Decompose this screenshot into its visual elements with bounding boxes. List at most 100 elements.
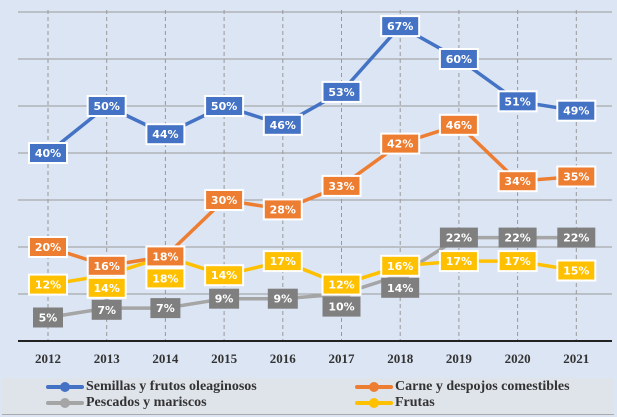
data-label: 14% (387, 282, 413, 295)
data-label: 50% (94, 100, 120, 113)
data-label: 9% (273, 293, 292, 306)
data-label-box (381, 277, 420, 298)
data-label-box (322, 296, 361, 317)
data-label-box (145, 245, 186, 268)
x-tick-label: 2020 (505, 351, 531, 366)
legend-item-pescados: Pescados y mariscos (46, 395, 207, 411)
data-label-box (497, 170, 538, 193)
data-label-box (91, 299, 122, 320)
data-label: 28% (270, 203, 296, 216)
data-label-box (380, 132, 421, 155)
data-label-box (556, 99, 597, 122)
x-tick-label: 2016 (270, 351, 297, 366)
series-line (47, 235, 577, 320)
data-label: 22% (446, 232, 472, 245)
data-label: 67% (387, 20, 413, 33)
data-label: 40% (35, 147, 61, 160)
x-tick-label: 2019 (446, 351, 473, 366)
data-label: 33% (328, 180, 354, 193)
data-label-box (321, 273, 362, 296)
data-label: 53% (328, 86, 354, 99)
data-label-box (267, 288, 298, 309)
data-label: 17% (270, 255, 296, 268)
data-label: 46% (270, 119, 296, 132)
legend-item-frutas: Frutas (355, 395, 435, 411)
data-label: 12% (328, 279, 354, 292)
data-label-box (204, 189, 245, 211)
data-label: 16% (94, 260, 120, 273)
data-label-box (380, 15, 421, 38)
data-label: 22% (563, 232, 589, 245)
data-label-box (145, 123, 186, 146)
data-label: 30% (211, 194, 237, 207)
series-line (46, 23, 577, 155)
data-label: 44% (152, 128, 178, 141)
legend-item-carne: Carne y despojos comestibles (355, 379, 570, 395)
legend-label: Frutas (395, 395, 435, 410)
data-label: 5% (39, 312, 58, 325)
series-line (47, 122, 577, 268)
data-label-box (439, 227, 478, 248)
data-label: 17% (504, 255, 530, 268)
legend-swatch (355, 382, 393, 392)
data-label: 20% (35, 241, 61, 254)
data-label-box (438, 250, 479, 273)
series-line (47, 254, 577, 287)
x-tick-label: 2018 (387, 351, 414, 366)
data-label-box (86, 254, 127, 277)
x-tick-label: 2012 (35, 351, 61, 366)
legend-swatch (46, 398, 84, 408)
data-label-box (150, 298, 181, 319)
data-label-box (86, 276, 127, 299)
data-label: 16% (387, 260, 413, 273)
data-label: 50% (211, 100, 237, 113)
data-label: 15% (563, 265, 589, 278)
legend: Semillas y frutos oleaginosos Carne y de… (2, 378, 614, 415)
data-label-box (28, 236, 68, 258)
data-label-box (33, 307, 63, 328)
data-label-box (321, 174, 362, 197)
data-label: 42% (387, 138, 413, 151)
data-label-box (321, 80, 362, 103)
legend-swatch (355, 398, 393, 408)
data-label: 49% (563, 105, 589, 118)
x-tick-label: 2015 (211, 351, 238, 366)
x-tick-label: 2014 (152, 351, 179, 366)
data-label-box (28, 142, 68, 164)
data-label: 10% (328, 301, 354, 314)
data-label: 14% (211, 269, 237, 282)
data-label: 18% (152, 250, 178, 263)
legend-label: Carne y despojos comestibles (395, 379, 570, 394)
data-label-box (262, 198, 303, 221)
data-label-box (497, 250, 538, 273)
data-label-box (262, 250, 303, 273)
line-chart: 2012 2013 2014 2015 2016 2017 2018 2019 2020 2021… (18, 10, 612, 366)
x-tick-label: 2013 (94, 351, 121, 366)
data-label: 34% (504, 175, 530, 188)
x-tick-label: 2021 (563, 351, 589, 366)
data-label: 17% (446, 255, 472, 268)
data-label: 14% (94, 282, 120, 295)
legend-label: Pescados y mariscos (86, 395, 207, 410)
data-label-box (86, 95, 127, 117)
data-label: 9% (215, 293, 234, 306)
data-label-box (28, 273, 68, 296)
data-label-box (438, 48, 479, 70)
data-label: 35% (563, 171, 589, 184)
data-label-box (497, 90, 538, 113)
data-label-box (498, 227, 537, 248)
data-label-box (262, 113, 303, 136)
legend-label: Semillas y frutos oleaginosos (86, 379, 257, 394)
data-label-box (556, 259, 597, 282)
data-label: 46% (446, 119, 472, 132)
legend-item-semillas: Semillas y frutos oleaginosos (46, 379, 257, 395)
x-tick-label: 2017 (329, 351, 356, 366)
data-label: 18% (152, 272, 178, 285)
data-label: 60% (446, 53, 472, 66)
data-label: 12% (35, 279, 61, 292)
data-label: 51% (504, 95, 530, 108)
data-label: 7% (156, 302, 175, 315)
data-label-box (204, 95, 245, 117)
data-label-box (557, 227, 596, 248)
